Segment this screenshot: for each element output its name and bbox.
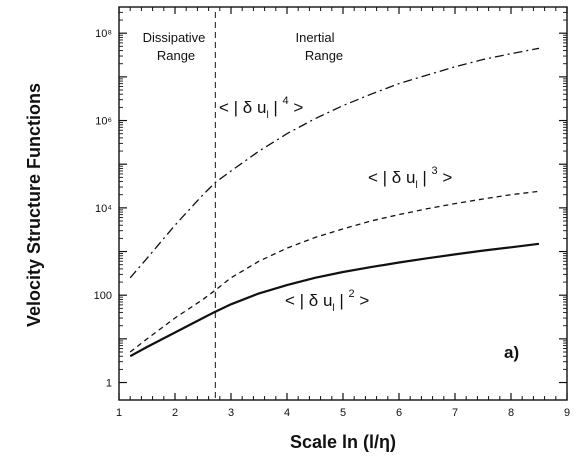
series-label-3: < | δ ul | 3 > [368, 165, 452, 191]
x-axis-title: Scale ln (l/η) [290, 432, 396, 452]
series-lines [129, 47, 540, 358]
x-tick-label: 8 [508, 407, 514, 419]
x-tick-label: 4 [284, 407, 290, 419]
plot-frame [118, 6, 568, 401]
axis-ticks: 1 2 3 4 5 6 7 8 9 1 100 10⁴ 10⁶ 10⁸ [94, 7, 570, 419]
dissipative-label-line1: Dissipative [143, 30, 206, 45]
x-tick-label: 3 [228, 407, 234, 419]
series-label-2: < | δ ul | 2 > [285, 288, 369, 314]
y-tick-label: 10⁴ [95, 203, 112, 215]
plot-border [118, 6, 568, 401]
y-tick-label: 10⁶ [95, 116, 112, 128]
labels: Dissipative Range Inertial Range a) < | δ ul … [24, 30, 519, 452]
x-tick-label: 6 [396, 407, 402, 419]
x-tick-label: 2 [172, 407, 178, 419]
y-tick-label: 100 [94, 290, 112, 302]
series-line-3 [129, 190, 540, 353]
series-line-2 [129, 242, 540, 358]
x-tick-label: 7 [452, 407, 458, 419]
series-line-4 [129, 47, 540, 279]
series-label-4: < | δ ul | 4 > [219, 95, 303, 121]
y-axis-title: Velocity Structure Functions [24, 83, 44, 327]
x-tick-label: 5 [340, 407, 346, 419]
x-tick-label: 9 [564, 407, 570, 419]
x-tick-label: 1 [116, 407, 122, 419]
inertial-label-line2: Range [305, 48, 343, 63]
y-tick-label: 1 [106, 378, 112, 390]
panel-label: a) [504, 343, 519, 362]
inertial-label-line1: Inertial [295, 30, 334, 45]
dissipative-label-line2: Range [157, 48, 195, 63]
y-tick-label: 10⁸ [95, 28, 112, 40]
